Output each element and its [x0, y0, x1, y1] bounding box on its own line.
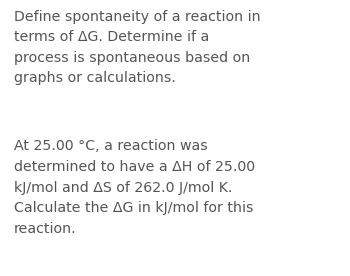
Text: Define spontaneity of a reaction in
terms of ΔG. Determine if a
process is spont: Define spontaneity of a reaction in term…	[14, 10, 261, 86]
Text: At 25.00 °C, a reaction was
determined to have a ΔH of 25.00
kJ/mol and ΔS of 26: At 25.00 °C, a reaction was determined t…	[14, 139, 255, 236]
